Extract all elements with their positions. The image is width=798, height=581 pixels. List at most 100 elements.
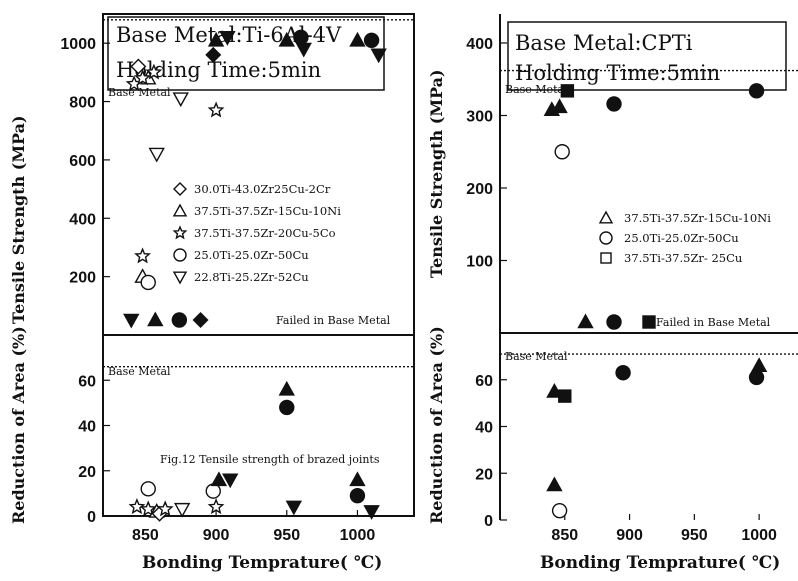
right-lower-ytick-label: 20 <box>475 466 493 483</box>
left-upper-ref-label: Base Metal <box>108 86 171 99</box>
right-area-point-triangle <box>546 476 563 492</box>
left-failed-label: Failed in Base Metal <box>276 314 391 327</box>
left-tensile-point-star <box>134 247 151 264</box>
right-failed-point-square <box>642 315 656 329</box>
left-tensile-point-triangle-down <box>295 42 312 58</box>
right-lower-ytick-label: 40 <box>475 420 493 437</box>
right-area-point-square <box>558 389 572 403</box>
left-legend-marker-diamond <box>173 182 187 196</box>
right-legend-marker-square <box>600 252 612 264</box>
left-tensile-point-star <box>134 69 151 86</box>
left-area-point-star <box>207 498 225 515</box>
left-area-point-triangle-down <box>363 505 380 520</box>
left-legend-marker-triangle <box>172 203 188 217</box>
left-area-point-circle <box>279 399 295 416</box>
left-tensile-point-circle <box>363 32 380 48</box>
right-tensile-point-circle <box>748 83 765 99</box>
left-upper-ytick-label: 1000 <box>60 36 96 53</box>
left-tensile-point-star <box>207 101 225 118</box>
left-tensile-point-circle <box>293 29 309 46</box>
right-title-line2: Holding Time:5min <box>515 61 720 85</box>
left-xlabel: Bonding Temprature( ℃) <box>142 553 382 573</box>
left-lower-ytick-label: 40 <box>78 419 96 436</box>
left-legend-label: 25.0Ti-25.0Zr-50Cu <box>194 248 309 262</box>
left-tensile-point-triangle <box>349 31 366 47</box>
right-xticks: 850 900 950 1000 <box>551 514 777 544</box>
right-xtick-label: 850 <box>551 527 578 544</box>
left-tensile-point-triangle <box>207 31 225 47</box>
right-xtick-label: 950 <box>681 527 708 544</box>
left-legend-label: 22.8Ti-25.2Zr-52Cu <box>194 270 309 284</box>
left-panel: Base Metal:Ti-6Al-4V Holding Time:5min B… <box>9 13 415 573</box>
left-area-point-star <box>128 498 146 515</box>
left-legend-label: 37.5Ti-37.5Zr-15Cu-10Ni <box>194 204 341 218</box>
left-area-point-circle <box>349 487 366 504</box>
right-upper-yticks: 100 200 300 400 <box>466 36 507 271</box>
left-upper-ytick-label: 400 <box>69 211 96 228</box>
left-tensile-point-triangle-down <box>148 147 165 163</box>
right-area-point-triangle <box>546 382 563 398</box>
left-upper-ylabel: Tensile Strength (MPa) <box>9 115 28 324</box>
left-failed-point-triangle-down <box>123 313 140 329</box>
right-area-point-circle <box>615 365 631 381</box>
left-legend-label: 30.0Ti-43.0Zr25Cu-2Cr <box>194 182 331 196</box>
left-tensile-point-triangle-down <box>219 31 236 46</box>
left-xticks: 850 900 950 1000 <box>132 510 375 544</box>
right-upper-ytick-label: 400 <box>466 36 493 53</box>
left-tensile-point-diamond <box>130 58 147 75</box>
right-lower-ref-label: Base Metal <box>505 350 568 363</box>
left-xtick-label: 900 <box>203 527 230 544</box>
right-upper-ytick-label: 100 <box>466 254 493 271</box>
left-area-point-triangle-down <box>222 473 239 489</box>
left-area-point-star <box>156 500 174 517</box>
right-xtick-label: 1000 <box>741 527 777 544</box>
right-xtick-label: 900 <box>616 527 643 544</box>
left-area-point-circle <box>205 483 221 499</box>
left-tensile-point-triangle <box>278 31 295 47</box>
left-failed-point-triangle <box>147 311 164 327</box>
left-lower-ytick-label: 60 <box>78 373 96 390</box>
right-legend-marker-triangle <box>598 210 614 224</box>
left-lower-ylabel: Reduction of Area (%) <box>9 326 28 524</box>
left-upper-yticks: 200 400 600 800 1000 <box>60 36 110 287</box>
right-legend-label: 37.5Ti-37.5Zr- 25Cu <box>624 251 742 265</box>
right-tensile-point-circle <box>606 96 622 112</box>
right-tensile-point-triangle <box>551 98 568 114</box>
right-upper-ref-label: Base Metal <box>505 83 568 96</box>
left-tensile-point-triangle-down <box>370 48 387 64</box>
right-lower-yticks: 0 20 40 60 <box>475 373 507 530</box>
left-xtick-label: 850 <box>132 527 159 544</box>
left-lower-yticks: 0 20 40 60 <box>78 373 110 526</box>
right-lower-ylabel: Reduction of Area (%) <box>427 326 446 524</box>
left-area-point-triangle-down <box>285 500 303 516</box>
left-tensile-point-triangle-down <box>172 92 189 108</box>
left-lower-ref-label: Base Metal <box>108 365 171 378</box>
left-xtick-label: 1000 <box>340 527 376 544</box>
left-tensile-point-circle <box>140 274 156 291</box>
left-failed-point-circle <box>171 312 188 328</box>
right-upper-ylabel: Tensile Strength (MPa) <box>427 69 446 278</box>
right-failed-point-triangle <box>577 313 594 329</box>
right-marks <box>500 69 798 519</box>
left-title-box <box>107 16 385 91</box>
left-tensile-point-star <box>145 63 163 80</box>
left-area-point-triangle <box>210 471 228 487</box>
right-title-line1: Base Metal:CPTi <box>515 31 693 55</box>
right-legend-label: 25.0Ti-25.0Zr-50Cu <box>624 231 739 245</box>
left-legend-marker-star <box>172 225 188 240</box>
right-upper-ytick-label: 300 <box>466 109 493 126</box>
left-upper-ytick-label: 800 <box>69 95 96 112</box>
right-legend: 37.5Ti-37.5Zr-15Cu-10Ni 25.0Ti-25.0Zr-50C… <box>598 210 771 265</box>
right-area-point-circle <box>551 502 568 519</box>
left-marks <box>103 19 414 522</box>
right-lower-ytick-label: 60 <box>475 373 493 390</box>
left-upper-ytick-label: 200 <box>69 270 96 287</box>
right-tensile-point-circle <box>554 144 570 160</box>
left-area-point-star <box>139 500 157 517</box>
right-legend-label: 37.5Ti-37.5Zr-15Cu-10Ni <box>624 211 771 225</box>
left-xtick-label: 950 <box>273 527 300 544</box>
left-tensile-point-diamond <box>205 46 222 63</box>
left-lower-ytick-label: 20 <box>78 464 96 481</box>
